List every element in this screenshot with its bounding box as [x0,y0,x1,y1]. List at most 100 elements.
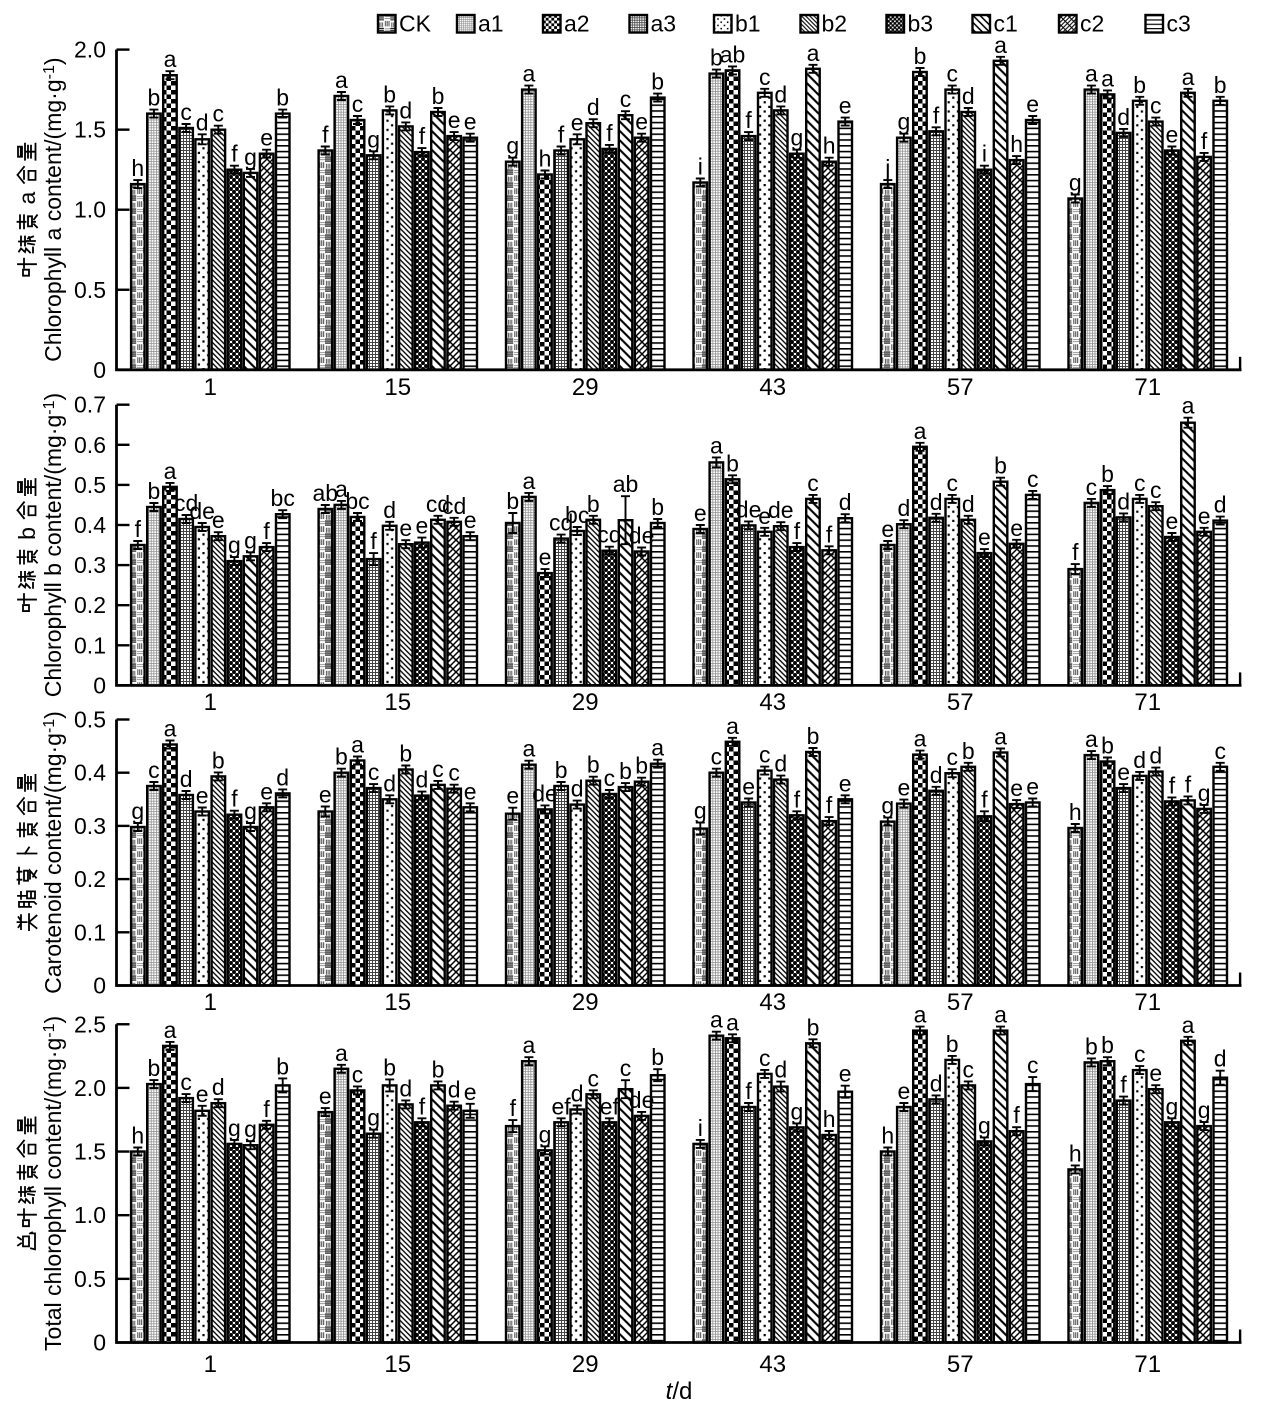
svg-text:d: d [962,83,975,109]
svg-text:b: b [506,488,519,514]
svg-text:0.5: 0.5 [74,277,106,303]
svg-text:29: 29 [572,1351,599,1378]
svg-text:bc: bc [345,488,369,514]
svg-text:c: c [432,756,444,782]
svg-text:e: e [839,770,852,796]
svg-text:e: e [212,507,225,533]
svg-text:e: e [978,524,991,550]
svg-text:a: a [726,1009,739,1035]
svg-text:f: f [1185,771,1192,797]
svg-text:f: f [794,786,801,812]
svg-text:e: e [1166,508,1179,534]
svg-text:h: h [1069,1140,1082,1166]
svg-text:b: b [14,527,40,540]
svg-text:c: c [213,101,225,127]
svg-text:e: e [881,516,894,542]
svg-text:g: g [228,532,241,558]
svg-text:d: d [774,1057,787,1083]
svg-text:f: f [1072,539,1079,565]
svg-text:c: c [1150,93,1162,119]
svg-text:57: 57 [947,989,974,1016]
svg-text:c: c [352,91,364,117]
svg-text:a: a [14,191,40,204]
svg-text:Carotenoid content/(mg·g-1): Carotenoid content/(mg·g-1) [40,711,66,994]
svg-text:c: c [1086,474,1098,500]
svg-text:c: c [1134,1041,1146,1067]
svg-text:bc: bc [565,502,589,528]
svg-text:b1: b1 [735,11,761,37]
svg-text:i: i [982,141,987,167]
svg-text:57: 57 [947,374,974,401]
svg-text:d: d [930,1070,943,1096]
svg-text:c: c [807,470,819,496]
svg-text:f: f [135,516,142,542]
svg-text:g: g [1166,1093,1179,1119]
svg-text:0: 0 [93,357,106,383]
svg-text:b: b [807,1014,820,1040]
svg-text:d: d [276,764,289,790]
svg-text:f: f [231,141,238,167]
svg-text:d: d [212,1074,225,1100]
svg-text:b: b [399,741,412,767]
svg-text:f: f [263,1096,270,1122]
svg-text:43: 43 [759,689,786,716]
svg-text:de: de [189,498,215,524]
svg-text:ab: ab [613,471,639,497]
svg-text:c: c [148,757,160,783]
svg-text:d: d [399,97,412,123]
svg-text:f: f [419,1093,426,1119]
svg-text:0: 0 [93,973,106,999]
svg-text:g: g [1069,170,1082,196]
svg-text:29: 29 [572,689,599,716]
svg-text:43: 43 [759,1351,786,1378]
svg-text:d: d [1214,1046,1227,1072]
svg-text:b: b [1133,72,1146,98]
svg-text:1: 1 [204,689,217,716]
svg-text:0.4: 0.4 [74,760,106,786]
svg-text:d: d [1117,104,1130,130]
svg-text:b: b [651,69,664,95]
svg-text:0.5: 0.5 [74,707,106,733]
svg-text:d: d [1133,747,1146,773]
svg-text:a: a [335,1040,348,1066]
svg-text:a: a [726,713,739,739]
svg-text:g: g [244,1116,257,1142]
svg-text:CK: CK [399,11,432,37]
svg-text:h: h [823,1106,836,1132]
svg-text:b: b [335,744,348,770]
svg-text:g: g [228,1115,241,1141]
svg-text:g: g [244,144,257,170]
svg-text:c: c [1027,466,1039,492]
svg-text:71: 71 [1134,989,1161,1016]
svg-text:f: f [794,518,801,544]
svg-text:f: f [322,122,329,148]
svg-text:e: e [839,93,852,119]
svg-text:f: f [558,122,565,148]
svg-text:f: f [826,792,833,818]
svg-text:15: 15 [384,374,411,401]
svg-text:Chlorophyll a content/(mg·g-1): Chlorophyll a content/(mg·g-1) [40,57,66,361]
svg-text:2.0: 2.0 [74,1075,106,1101]
svg-text:d: d [774,81,787,107]
svg-text:a: a [710,1007,723,1033]
svg-text:de: de [736,496,762,522]
svg-text:cd: cd [597,522,621,548]
svg-text:b: b [710,45,723,71]
svg-text:a: a [807,40,820,66]
svg-text:d: d [1117,488,1130,514]
svg-text:b: b [726,450,739,476]
svg-text:c: c [711,744,723,770]
svg-text:b: b [432,1056,445,1082]
svg-text:c: c [946,61,958,87]
svg-text:b: b [148,1055,161,1081]
svg-text:1.5: 1.5 [74,1139,106,1165]
svg-text:i: i [698,154,703,180]
svg-text:b: b [1101,461,1114,487]
svg-text:ab: ab [720,41,746,67]
svg-text:d: d [196,109,209,135]
svg-text:g: g [539,1121,552,1147]
svg-text:f: f [1201,128,1208,154]
svg-text:a: a [164,716,177,742]
svg-text:b: b [1085,1033,1098,1059]
svg-text:c: c [620,1055,632,1081]
